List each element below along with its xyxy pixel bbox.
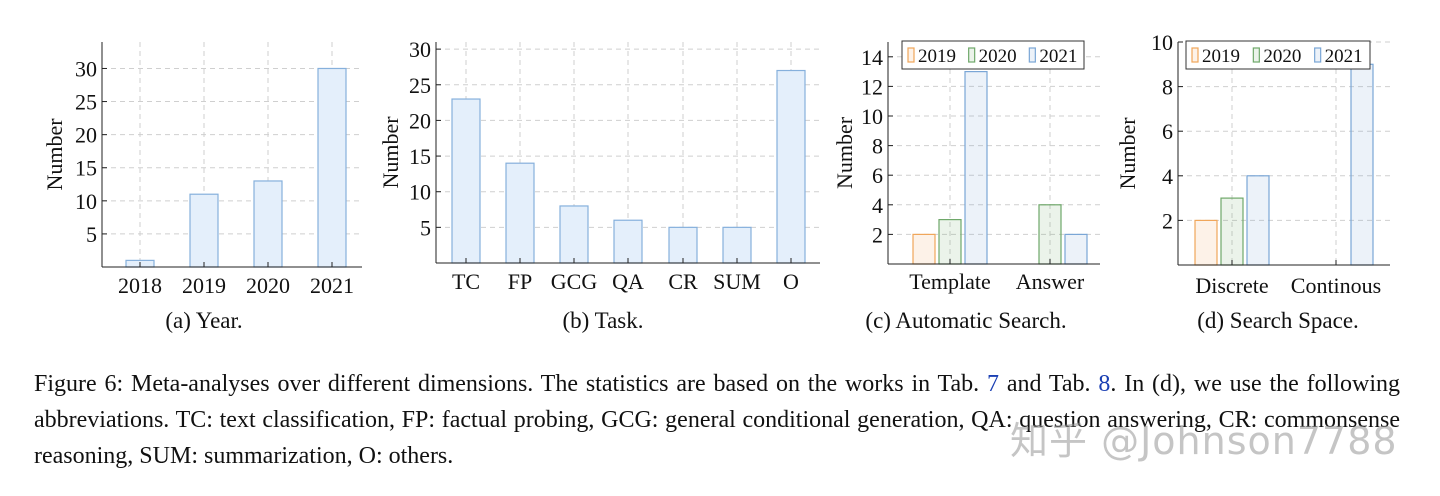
bar-2021 [317, 67, 347, 268]
legend-label-2020: 2020 [979, 46, 1017, 67]
y-tick-label: 25 [409, 73, 431, 98]
x-tick-label: 2020 [246, 273, 290, 298]
y-tick-label: 8 [1162, 75, 1173, 100]
x-tick-label: FP [508, 269, 532, 294]
bar-TC [451, 98, 481, 264]
y-tick-label: 15 [75, 156, 97, 181]
bar-2021-Template [964, 70, 988, 265]
x-tick-label: 2021 [310, 273, 354, 298]
legend-swatch-2020 [1252, 47, 1260, 63]
chart-panel-a: 5 10 15 20 25 30 2018 2019 2020 2021 Number (a) Yea… [42, 42, 362, 333]
bar-QA [613, 219, 643, 264]
panel-caption: (a) Year. [165, 308, 242, 333]
legend-swatch-2021 [1028, 47, 1036, 63]
legend-box [1185, 40, 1371, 70]
bar-2020-Discrete [1220, 197, 1244, 266]
legend-label-2021: 2021 [1325, 46, 1363, 67]
y-tick-label: 2 [872, 222, 883, 247]
bar-2020-Answer [1038, 204, 1062, 265]
bar-CR [668, 226, 698, 264]
chart-panel-c: 2 4 6 8 10 12 14 Template Answer Number (c) Automa… [832, 40, 1100, 333]
bar-2021-Continous [1350, 63, 1374, 266]
y-tick-label: 25 [75, 90, 97, 115]
bar-2020-Template [938, 219, 962, 265]
x-tick-label: QA [612, 269, 644, 294]
x-tick-label: Template [909, 269, 991, 294]
bar-2021-Answer [1064, 233, 1088, 265]
caption-mid: and Tab. [999, 371, 1099, 397]
legend: 2019 2020 2021 [901, 40, 1085, 70]
bar-2020 [253, 180, 283, 268]
legend-box [901, 40, 1085, 70]
legend-swatch-2021 [1314, 47, 1322, 63]
y-tick-label: 6 [1162, 119, 1173, 144]
bar-2021-Discrete [1246, 175, 1270, 266]
bar-FP [505, 162, 535, 264]
bar-2019-Template [912, 233, 936, 265]
bar-SUM [722, 226, 752, 264]
bar-GCG [559, 205, 589, 264]
caption-lead: Figure 6: Meta-analyses over different d… [34, 371, 987, 397]
panel-caption: (b) Task. [562, 308, 643, 333]
y-tick-label: 10 [75, 189, 97, 214]
figure-caption: Figure 6: Meta-analyses over different d… [34, 366, 1400, 474]
watermark: 知乎 @Johnson7788 [1010, 419, 1398, 463]
legend: 2019 2020 2021 [1185, 40, 1371, 70]
y-tick-label: 20 [75, 123, 97, 148]
y-tick-label: 14 [861, 45, 883, 70]
panel-caption: (d) Search Space. [1197, 308, 1359, 333]
y-tick-label: 5 [86, 222, 97, 247]
legend-label-2019: 2019 [1202, 46, 1240, 67]
y-tick-label: 4 [872, 193, 883, 218]
y-tick-label: 12 [861, 74, 883, 99]
bar-O [776, 69, 806, 264]
x-tick-label: Answer [1016, 269, 1085, 294]
y-tick-label: 30 [409, 37, 431, 62]
y-tick-label: 4 [1162, 164, 1173, 189]
caption-rest: . In (d), we use the following abbreviat… [34, 371, 1400, 469]
x-tick-label: GCG [551, 269, 598, 294]
x-tick-label: CR [668, 269, 698, 294]
y-tick-label: 20 [409, 108, 431, 133]
y-tick-label: 10 [409, 180, 431, 205]
y-tick-label: 10 [861, 104, 883, 129]
y-axis-label: Number [378, 116, 403, 189]
y-tick-label: 8 [872, 134, 883, 159]
panel-caption: (c) Automatic Search. [865, 308, 1066, 333]
y-tick-label: 5 [420, 215, 431, 240]
legend-label-2020: 2020 [1263, 46, 1301, 67]
x-tick-label: SUM [713, 269, 761, 294]
y-tick-label: 10 [1151, 30, 1173, 55]
y-axis-label: Number [42, 118, 67, 191]
x-tick-label: Discrete [1195, 273, 1268, 298]
y-tick-label: 2 [1162, 208, 1173, 233]
chart-panel-d: 2 4 6 8 10 Discrete Continous Number (d) Search … [1115, 30, 1390, 333]
caption-ref-table-7[interactable]: 7 [987, 371, 999, 397]
y-axis-label: Number [1115, 117, 1140, 190]
x-tick-label: O [783, 269, 799, 294]
x-tick-label: 2019 [182, 273, 226, 298]
x-tick-label: TC [452, 269, 480, 294]
y-axis-label: Number [832, 116, 857, 189]
y-tick-label: 30 [75, 56, 97, 81]
chart-panel-b: 5 10 15 20 25 30 TC FP GCG QA CR SUM O Number (b) Task… [378, 37, 820, 333]
caption-ref-table-8[interactable]: 8 [1098, 371, 1111, 397]
x-tick-label: Continous [1291, 273, 1381, 298]
legend-label-2021: 2021 [1039, 46, 1077, 67]
legend-label-2019: 2019 [918, 46, 956, 67]
bar-2019 [189, 193, 219, 268]
y-tick-label: 15 [409, 144, 431, 169]
bar-2019-Discrete [1194, 219, 1218, 266]
legend-swatch-2019 [907, 47, 915, 63]
legend-swatch-2020 [968, 47, 976, 63]
x-tick-label: 2018 [118, 273, 162, 298]
y-tick-label: 6 [872, 163, 883, 188]
legend-swatch-2019 [1191, 47, 1199, 63]
